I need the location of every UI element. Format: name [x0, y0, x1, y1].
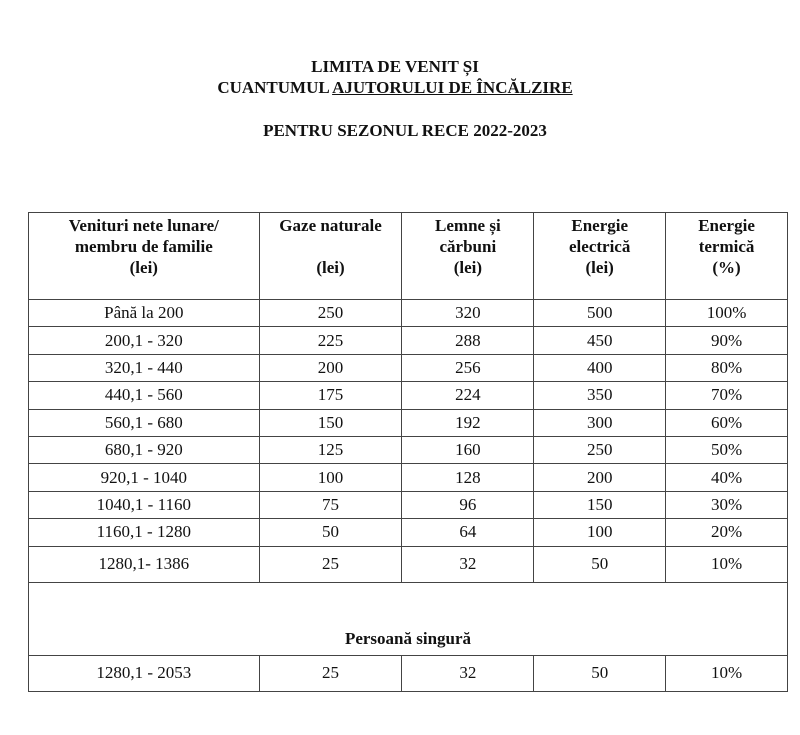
- value-cell: 25: [258, 545, 403, 583]
- value-cell: 32: [401, 654, 535, 692]
- column-header: Lemne și cărbuni (lei): [401, 212, 535, 300]
- value-cell: 64: [401, 518, 535, 547]
- value-cell: 192: [401, 408, 535, 437]
- value-cell: 96: [401, 490, 535, 520]
- column-header: Venituri nete lunare/membru de familie (l…: [28, 212, 260, 300]
- table-row: 320,1 - 440 200 256 400 80%: [28, 353, 788, 383]
- column-header-line: Gaze naturale: [279, 216, 382, 235]
- column-header-line: Energie: [698, 216, 755, 235]
- title-line-2-prefix: CUANTUMUL: [217, 78, 333, 97]
- table-row: 560,1 - 680 150 192 300 60%: [28, 408, 788, 437]
- column-header-line: Lemne și: [435, 216, 501, 235]
- column-header: Energie electrică (lei): [533, 212, 667, 300]
- value-cell: 150: [533, 490, 667, 520]
- value-cell: 350: [533, 381, 667, 410]
- value-cell: 250: [258, 298, 403, 328]
- title-line-3: PENTRU SEZONUL RECE 2022-2023: [263, 121, 547, 140]
- title-line-2: CUANTUMUL AJUTORULUI DE ÎNCĂLZIRE: [0, 78, 790, 98]
- table-row: 440,1 - 560 175 224 350 70%: [28, 381, 788, 410]
- income-range-cell: 1280,1 - 2053: [28, 654, 260, 692]
- income-range-cell: 320,1 - 440: [28, 353, 260, 383]
- value-cell: 50: [533, 654, 667, 692]
- value-cell: 400: [533, 353, 667, 383]
- value-cell: 250: [533, 435, 667, 465]
- column-header-line: (lei): [585, 258, 614, 277]
- header-row: Venituri nete lunare/membru de familie (l…: [28, 212, 788, 300]
- income-range-cell: Până la 200: [28, 298, 260, 328]
- value-cell: 90%: [665, 326, 788, 355]
- value-cell: 100%: [665, 298, 788, 328]
- column-header-line: (lei): [316, 258, 345, 277]
- income-range-cell: 680,1 - 920: [28, 435, 260, 465]
- column-header-line: cărbuni: [439, 237, 497, 256]
- value-cell: 200: [258, 353, 403, 383]
- column-header-line: membru de familie: [74, 237, 213, 256]
- table-row: 920,1 - 1040 100 128 200 40%: [28, 463, 788, 492]
- value-cell: 30%: [665, 490, 788, 520]
- column-header-line: (lei): [129, 258, 158, 277]
- column-header-line: termică: [698, 237, 755, 256]
- table-row: 200,1 - 320 225 288 450 90%: [28, 326, 788, 355]
- value-cell: 160: [401, 435, 535, 465]
- table-row: 1160,1 - 1280 50 64 100 20%: [28, 518, 788, 547]
- value-cell: 288: [401, 326, 535, 355]
- value-cell: 200: [533, 463, 667, 492]
- value-cell: 225: [258, 326, 403, 355]
- income-range-cell: 440,1 - 560: [28, 381, 260, 410]
- income-range-cell: 1160,1 - 1280: [28, 518, 260, 547]
- value-cell: 70%: [665, 381, 788, 410]
- value-cell: 100: [533, 518, 667, 547]
- value-cell: 125: [258, 435, 403, 465]
- column-header-line: [260, 236, 402, 257]
- value-cell: 25: [258, 654, 403, 692]
- income-range-cell: 920,1 - 1040: [28, 463, 260, 492]
- income-range-cell: 200,1 - 320: [28, 326, 260, 355]
- column-header-line: electrică: [569, 237, 631, 256]
- column-header: Energie termică (%): [665, 212, 788, 300]
- value-cell: 50: [533, 545, 667, 583]
- table-row: Până la 200 250 320 500 100%: [28, 298, 788, 328]
- value-cell: 50: [258, 518, 403, 547]
- column-header-line: (%): [712, 258, 741, 277]
- value-cell: 10%: [665, 545, 788, 583]
- value-cell: 50%: [665, 435, 788, 465]
- value-cell: 20%: [665, 518, 788, 547]
- value-cell: 10%: [665, 654, 788, 692]
- title-line-2-underlined: AJUTORULUI DE ÎNCĂLZIRE: [332, 78, 573, 97]
- value-cell: 60%: [665, 408, 788, 437]
- value-cell: 256: [401, 353, 535, 383]
- table-row: 1040,1 - 1160 75 96 150 30%: [28, 490, 788, 520]
- column-header: Gaze naturale (lei): [258, 212, 403, 300]
- value-cell: 320: [401, 298, 535, 328]
- heating-aid-table: Venituri nete lunare/membru de familie (l…: [28, 212, 788, 692]
- section-row: Persoană singură: [28, 581, 788, 656]
- value-cell: 175: [258, 381, 403, 410]
- section-label: Persoană singură: [28, 581, 788, 656]
- value-cell: 128: [401, 463, 535, 492]
- value-cell: 32: [401, 545, 535, 583]
- column-header-line: Energie: [571, 216, 629, 235]
- value-cell: 100: [258, 463, 403, 492]
- title-line-1: LIMITA DE VENIT ȘI: [311, 57, 479, 76]
- value-cell: 75: [258, 490, 403, 520]
- value-cell: 150: [258, 408, 403, 437]
- value-cell: 500: [533, 298, 667, 328]
- table-row: 680,1 - 920 125 160 250 50%: [28, 435, 788, 465]
- value-cell: 40%: [665, 463, 788, 492]
- table-row: 1280,1 - 2053 25 32 50 10%: [28, 654, 788, 692]
- value-cell: 450: [533, 326, 667, 355]
- column-header-line: (lei): [453, 258, 483, 277]
- income-range-cell: 1280,1- 1386: [28, 545, 260, 583]
- value-cell: 224: [401, 381, 535, 410]
- income-range-cell: 560,1 - 680: [28, 408, 260, 437]
- income-range-cell: 1040,1 - 1160: [28, 490, 260, 520]
- table-row: 1280,1- 1386 25 32 50 10%: [28, 545, 788, 583]
- value-cell: 80%: [665, 353, 788, 383]
- value-cell: 300: [533, 408, 667, 437]
- column-header-line: Venituri nete lunare/: [68, 216, 219, 235]
